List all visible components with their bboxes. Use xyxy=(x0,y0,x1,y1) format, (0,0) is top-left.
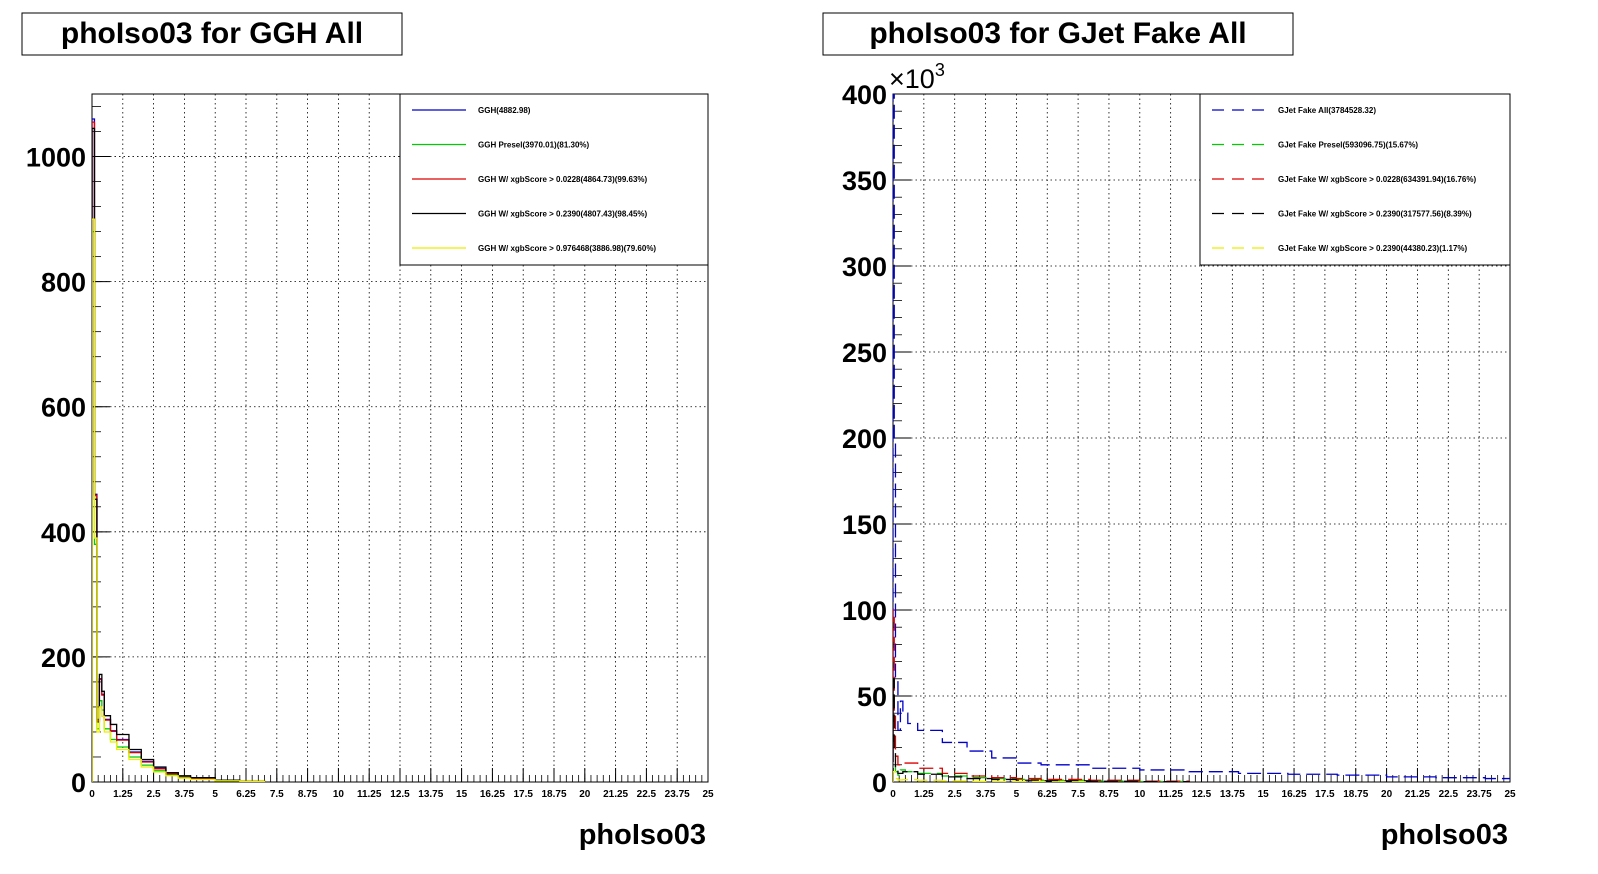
x-tick-label: 7.5 xyxy=(1071,789,1085,800)
legend: GGH(4882.98) GGH Presel(3970.01)(81.30%) G… xyxy=(399,93,709,266)
x-tick-label: 17.5 xyxy=(513,789,533,800)
x-tick-label: 20 xyxy=(579,789,591,800)
legend-label-4: GJet Fake W/ xgbScore > 0.2390(317577.56… xyxy=(1278,210,1472,219)
y-tick-label: 300 xyxy=(842,252,887,282)
series-line-4 xyxy=(92,127,266,782)
chart-title: phoIso03 for GGH All xyxy=(61,17,363,50)
chart-title: phoIso03 for GJet Fake All xyxy=(869,17,1246,50)
legend-label-5: GGH W/ xgbScore > 0.976468(3886.98)(79.6… xyxy=(478,244,656,253)
x-tick-label: 2.5 xyxy=(147,789,161,800)
series-line-2 xyxy=(92,230,266,782)
legend-label-5: GJet Fake W/ xgbScore > 0.2390(44380.23)… xyxy=(1278,244,1468,253)
x-tick-label: 10 xyxy=(333,789,345,800)
x-tick-label: 16.25 xyxy=(1282,789,1307,800)
x-tick-label: 8.75 xyxy=(298,789,318,800)
x-tick-label: 20 xyxy=(1381,789,1393,800)
x-tick-label: 6.25 xyxy=(236,789,256,800)
x-tick-label: 11.25 xyxy=(1158,789,1183,800)
legend-label-2: GJet Fake Presel(593096.75)(15.67%) xyxy=(1278,141,1418,150)
x-tick-label: 18.75 xyxy=(541,789,566,800)
y-tick-label: 200 xyxy=(842,424,887,454)
chart-title-box xyxy=(21,12,403,56)
x-tick-label: 11.25 xyxy=(357,789,382,800)
x-tick-label: 25 xyxy=(1504,789,1516,800)
x-tick-label: 21.25 xyxy=(1405,789,1430,800)
y-tick-label: 1000 xyxy=(26,143,86,173)
x-tick-label: 10 xyxy=(1134,789,1146,800)
x-tick-label: 23.75 xyxy=(1467,789,1492,800)
chart-panel-2: phoIso03 for GJet Fake All 0 1.25 2.5 3.75 5 6… xyxy=(822,12,1516,851)
y-tick-label: 350 xyxy=(842,166,887,196)
legend-label-1: GJet Fake All(3784528.32) xyxy=(1278,106,1376,115)
legend-label-2: GGH Presel(3970.01)(81.30%) xyxy=(478,141,590,150)
series-line-5 xyxy=(92,218,266,782)
series-line-4 xyxy=(893,678,1190,782)
x-tick-label: 5 xyxy=(212,789,218,800)
legend: GJet Fake All(3784528.32) GJet Fake Prese… xyxy=(1199,93,1511,266)
x-tick-label: 0 xyxy=(890,789,896,800)
x-tick-label: 2.5 xyxy=(948,789,962,800)
legend-label-4: GGH W/ xgbScore > 0.2390(4807.43)(98.45%… xyxy=(478,210,648,219)
x-tick-label: 22.5 xyxy=(637,789,657,800)
y-tick-label: 0 xyxy=(71,768,86,798)
x-tick-label: 23.75 xyxy=(665,789,690,800)
legend-label-1: GGH(4882.98) xyxy=(478,106,531,115)
x-tick-label: 6.25 xyxy=(1038,789,1058,800)
x-tick-label: 3.75 xyxy=(976,789,996,800)
y-tick-label: 400 xyxy=(41,518,86,548)
x-axis-title: phoIso03 xyxy=(1381,819,1508,851)
x-tick-label: 15 xyxy=(456,789,468,800)
x-tick-label: 3.75 xyxy=(175,789,195,800)
legend-label-3: GJet Fake W/ xgbScore > 0.0228(634391.94… xyxy=(1278,175,1476,184)
series-line-1 xyxy=(92,118,266,782)
series-line-5 xyxy=(893,771,1092,782)
x-tick-label: 15 xyxy=(1258,789,1270,800)
y-tick-label: 150 xyxy=(842,510,887,540)
x-tick-label: 1.25 xyxy=(113,789,133,800)
x-tick-label: 5 xyxy=(1014,789,1020,800)
x-tick-label: 21.25 xyxy=(603,789,628,800)
x-tick-label: 8.75 xyxy=(1099,789,1119,800)
x-tick-label: 1.25 xyxy=(914,789,934,800)
series-line-3 xyxy=(92,121,266,782)
x-tick-label: 12.5 xyxy=(390,789,410,800)
legend-box xyxy=(1199,93,1511,266)
y-tick-label: 200 xyxy=(41,643,86,673)
y-exponent-label: ×103 xyxy=(889,60,945,94)
chart-title-box xyxy=(822,12,1294,56)
y-tick-label: 50 xyxy=(857,682,887,712)
x-tick-label: 18.75 xyxy=(1343,789,1368,800)
x-tick-label: 7.5 xyxy=(270,789,284,800)
y-tick-label: 0 xyxy=(872,768,887,798)
y-tick-label: 400 xyxy=(842,80,887,110)
x-tick-label: 17.5 xyxy=(1315,789,1335,800)
x-tick-label: 16.25 xyxy=(480,789,505,800)
legend-label-3: GGH W/ xgbScore > 0.0228(4864.73)(99.63%… xyxy=(478,175,648,184)
y-tick-label: 600 xyxy=(41,393,86,423)
x-axis-title: phoIso03 xyxy=(579,819,706,851)
series-line-1 xyxy=(893,94,1510,782)
y-tick-label: 800 xyxy=(41,268,86,298)
x-tick-label: 22.5 xyxy=(1439,789,1459,800)
x-tick-label: 13.75 xyxy=(1220,789,1245,800)
x-tick-label: 25 xyxy=(702,789,714,800)
x-tick-label: 0 xyxy=(89,789,95,800)
x-tick-label: 13.75 xyxy=(418,789,443,800)
x-tick-label: 12.5 xyxy=(1192,789,1212,800)
series-line-3 xyxy=(893,609,1190,782)
chart-panel-1: phoIso03 for GGH All 0 1.25 2.5 3.75 5 6.25 7.5… xyxy=(21,12,714,851)
y-tick-label: 250 xyxy=(842,338,887,368)
y-tick-label: 100 xyxy=(842,596,887,626)
